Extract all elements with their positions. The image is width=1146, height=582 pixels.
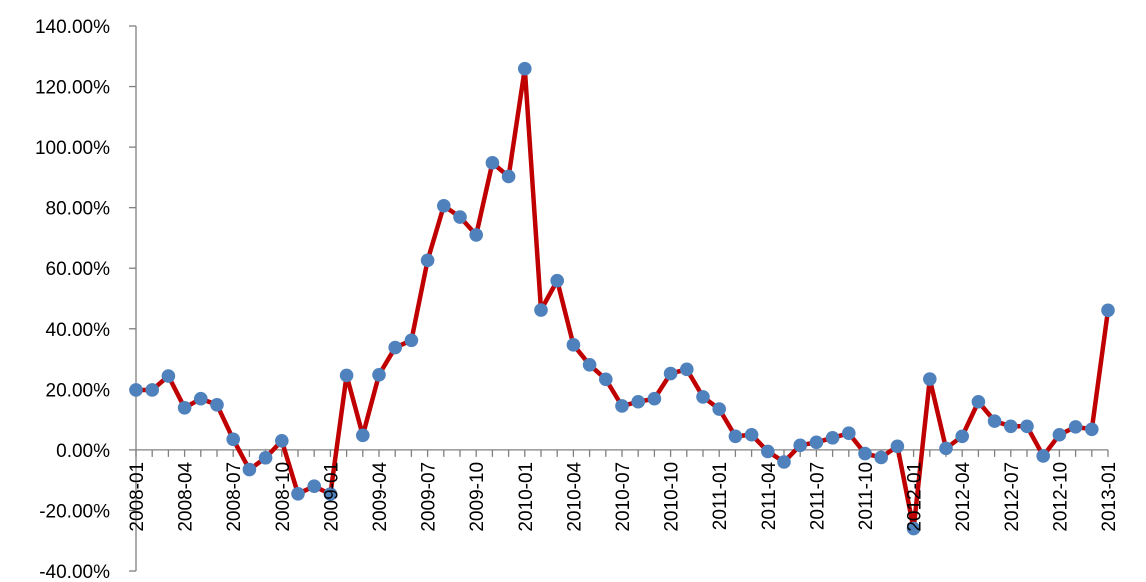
y-tick-label-group: -40.00% -20.00% 0.00% 20.00% 40.00% 60.00% 80.…: [35, 17, 110, 582]
x-tick-label: 2011-01: [710, 462, 731, 530]
data-point: [226, 432, 240, 447]
data-point: [615, 399, 629, 413]
data-point: [453, 210, 467, 224]
data-point: [356, 428, 370, 443]
data-point: [129, 383, 143, 397]
data-point: [906, 521, 921, 536]
y-tick-label: -40.00%: [39, 562, 110, 582]
data-point: [728, 429, 743, 444]
x-tick-label: 2009-10: [467, 462, 488, 532]
data-point: [518, 61, 532, 76]
x-tick-label: 2011-04: [759, 461, 780, 530]
x-tick-label: 2010-04: [564, 461, 585, 531]
data-point: [923, 372, 937, 386]
x-tick-label: 2008-01: [127, 462, 148, 532]
x-tick-label: 2008-07: [224, 462, 245, 532]
data-point: [291, 486, 305, 501]
x-tick-label: 2012-07: [1002, 462, 1023, 532]
data-point: [550, 273, 564, 288]
y-tick-label: 100.00%: [35, 138, 110, 159]
data-point: [534, 303, 548, 317]
data-point: [955, 429, 969, 444]
x-tick-label: 2012-10: [1050, 462, 1071, 532]
data-point: [809, 435, 824, 450]
x-tick-label: 2010-01: [516, 462, 537, 532]
data-point: [793, 438, 807, 453]
data-point: [177, 401, 192, 415]
data-point: [971, 394, 986, 409]
data-point: [842, 426, 856, 441]
data-point: [599, 372, 613, 387]
data-point: [680, 362, 694, 377]
data-point: [744, 427, 759, 442]
x-tick-label: 2009-07: [419, 462, 440, 532]
x-tick-label: 2011-10: [856, 462, 877, 530]
data-point: [469, 228, 484, 242]
data-point: [858, 446, 872, 461]
data-point: [987, 414, 1002, 428]
x-tick-label: 2010-10: [662, 462, 683, 532]
data-point: [1052, 427, 1067, 442]
x-tick-label: 2008-10: [273, 462, 294, 532]
y-tick-label: 60.00%: [46, 259, 111, 280]
data-point: [501, 169, 516, 184]
data-point: [372, 368, 386, 382]
data-point: [761, 444, 775, 459]
data-point: [566, 338, 581, 352]
x-tick-label-group: 2008-01 2008-04 2008-07 2008-10 2009-01 2009-…: [127, 461, 1120, 531]
series-line-group: [133, 66, 1111, 531]
data-point: [777, 455, 791, 469]
x-tick-label: 2010-07: [613, 462, 634, 532]
data-point: [1004, 419, 1018, 434]
data-point: [388, 340, 403, 355]
data-point: [890, 439, 905, 454]
data-point: [1068, 420, 1083, 434]
data-point: [825, 430, 840, 445]
data-point: [145, 383, 159, 397]
data-point: [696, 390, 710, 404]
data-point: [339, 368, 354, 383]
data-point: [420, 253, 435, 268]
series-line: [133, 66, 1111, 531]
x-tick-label: 2009-01: [321, 462, 342, 532]
x-tick-label: 2012-04: [953, 461, 974, 531]
y-tick-label: 40.00%: [46, 320, 111, 341]
y-tick-label: 140.00%: [35, 17, 110, 38]
x-tick-label: 2013-01: [1099, 462, 1120, 532]
data-point: [712, 402, 726, 416]
data-point: [1036, 449, 1050, 463]
data-point: [631, 394, 645, 409]
data-point: [275, 434, 289, 448]
data-point: [404, 333, 419, 348]
data-point: [663, 366, 678, 381]
x-tick-label: 2012-01: [905, 462, 926, 532]
data-point: [647, 391, 662, 406]
y-tick-label: 120.00%: [35, 78, 110, 99]
data-point: [1101, 303, 1115, 318]
data-point: [939, 441, 953, 456]
data-point: [323, 487, 338, 501]
data-point: [485, 156, 500, 170]
x-tick-label: 2008-04: [176, 461, 197, 531]
data-point: [1085, 422, 1099, 437]
y-tick-label: -20.00%: [39, 501, 110, 522]
data-point-group: [129, 61, 1115, 536]
data-point: [161, 369, 176, 383]
y-tick-label: 80.00%: [46, 199, 111, 220]
data-point: [194, 391, 208, 406]
data-point: [258, 450, 273, 465]
x-tick-label: 2009-04: [370, 461, 391, 531]
y-tick-label: 0.00%: [56, 441, 110, 462]
data-point: [210, 397, 224, 412]
y-tick-label: 20.00%: [46, 380, 111, 401]
x-tick-label: 2011-07: [807, 462, 828, 530]
data-point: [307, 479, 322, 494]
data-point: [242, 462, 257, 477]
data-point: [582, 358, 597, 372]
x-axis: [135, 449, 1109, 457]
data-point: [437, 199, 451, 213]
data-point: [874, 450, 888, 465]
data-point: [1020, 419, 1034, 434]
